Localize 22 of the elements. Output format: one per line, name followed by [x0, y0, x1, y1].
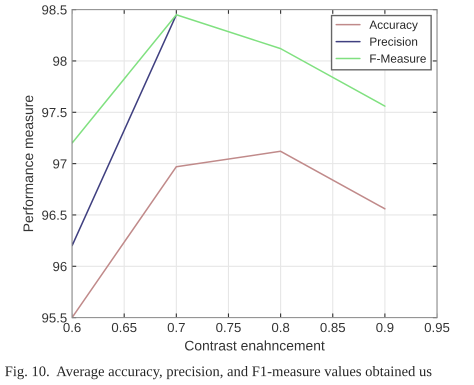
line-series — [72, 150, 386, 318]
y-tick-label: 97 — [53, 159, 67, 169]
x-tick-label: 0.6 — [63, 322, 81, 332]
legend-label: Accuracy — [369, 20, 418, 32]
x-tick-label: 0.85 — [320, 322, 346, 332]
y-axis-title: Performance measure — [23, 96, 34, 232]
y-tick-label: 95.5 — [42, 313, 67, 323]
x-tick-label: 0.8 — [272, 322, 290, 332]
y-tick-label: 98.5 — [42, 5, 67, 15]
x-tick-label: 0.9 — [376, 322, 394, 332]
x-axis-title: Contrast enahncement — [184, 340, 325, 351]
x-tick-label: 0.75 — [216, 322, 241, 332]
y-tick-label: 96.5 — [42, 210, 67, 220]
legend-label: Precision — [370, 37, 418, 46]
x-tick-label: 0.95 — [424, 322, 450, 332]
caption: Fig. 10. Average accuracy, precision, and F1-measure values obtained us — [5, 366, 432, 380]
y-tick-label: 98 — [53, 56, 67, 66]
legend-label: F-Measure — [370, 54, 426, 63]
x-tick-label: 0.65 — [112, 322, 136, 332]
y-tick-label: 96 — [53, 262, 67, 272]
x-tick-label: 0.7 — [168, 322, 185, 332]
y-tick-label: 97.5 — [42, 108, 67, 118]
